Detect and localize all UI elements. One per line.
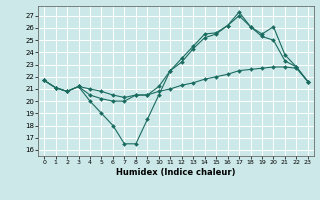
X-axis label: Humidex (Indice chaleur): Humidex (Indice chaleur) xyxy=(116,168,236,177)
